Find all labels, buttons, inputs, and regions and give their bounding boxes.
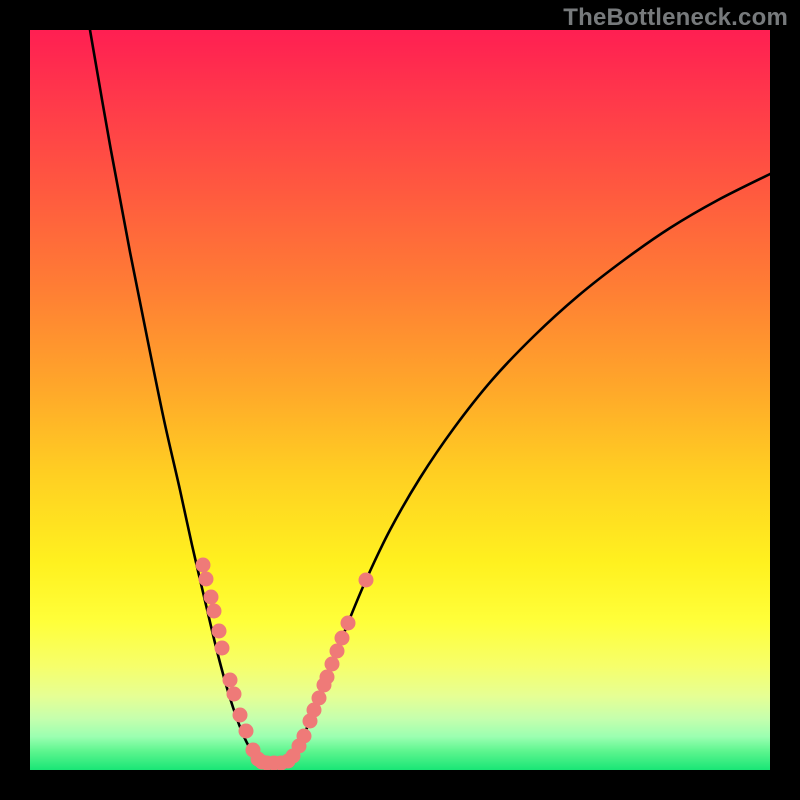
data-marker <box>239 724 254 739</box>
data-marker <box>196 558 211 573</box>
data-marker <box>227 687 242 702</box>
bottleneck-chart <box>0 0 800 800</box>
data-marker <box>215 641 230 656</box>
data-marker <box>223 673 238 688</box>
data-marker <box>341 616 356 631</box>
data-marker <box>359 573 374 588</box>
data-marker <box>312 691 327 706</box>
data-marker <box>325 657 340 672</box>
plot-area <box>30 30 770 771</box>
data-marker <box>207 604 222 619</box>
data-marker <box>212 624 227 639</box>
data-marker <box>204 590 219 605</box>
data-marker <box>233 708 248 723</box>
data-marker <box>297 729 312 744</box>
data-marker <box>320 670 335 685</box>
data-marker <box>199 572 214 587</box>
gradient-background <box>30 30 770 770</box>
data-marker <box>335 631 350 646</box>
watermark-text: TheBottleneck.com <box>563 4 788 32</box>
chart-stage: TheBottleneck.com <box>0 0 800 800</box>
data-marker <box>330 644 345 659</box>
